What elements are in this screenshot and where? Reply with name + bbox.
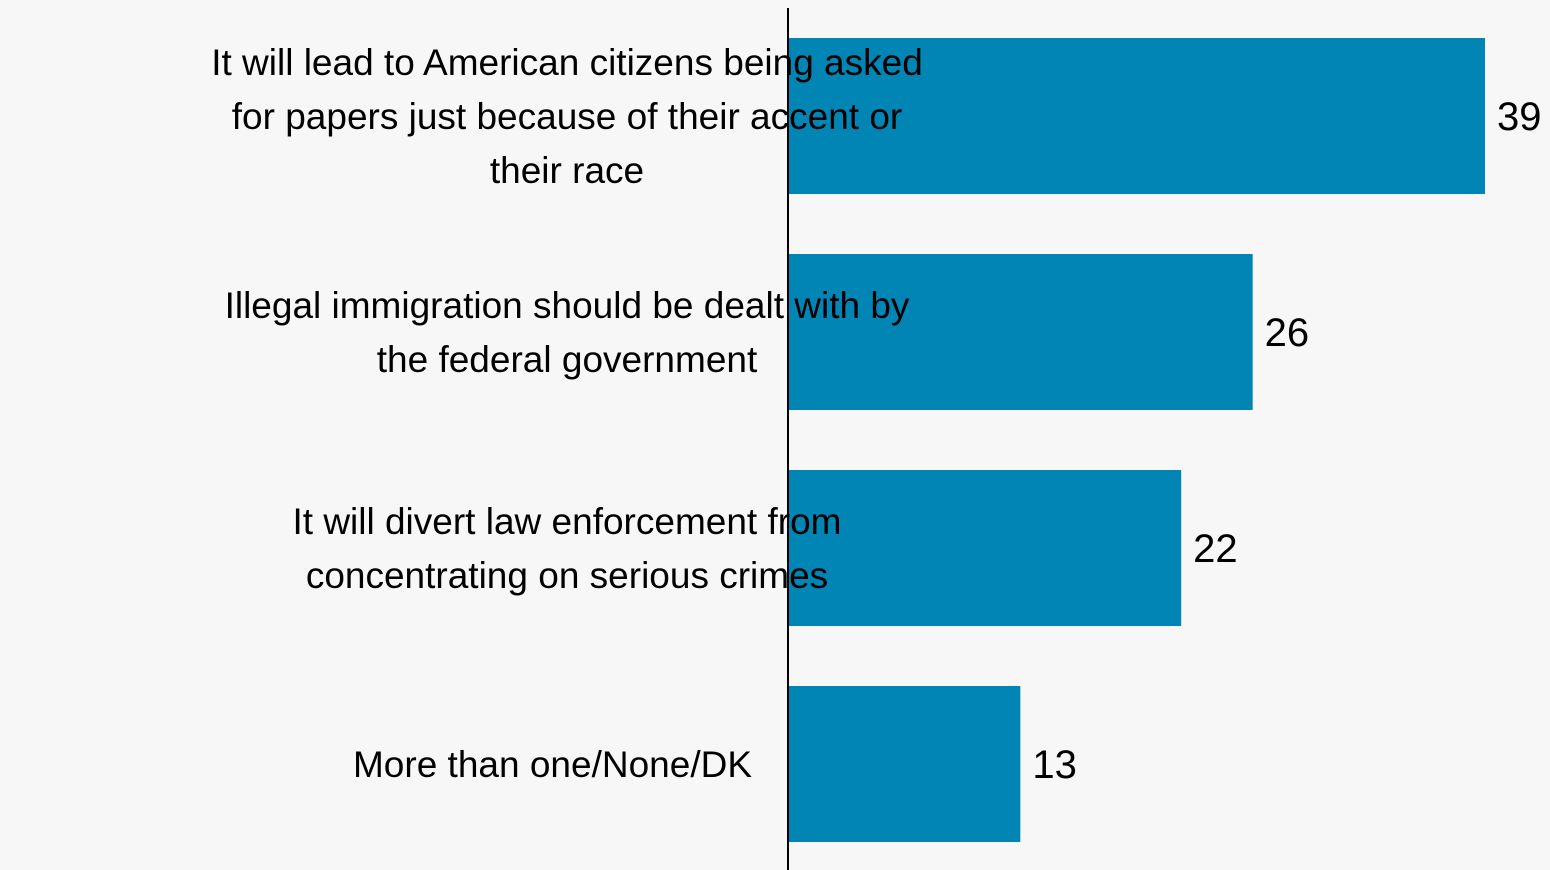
category-label-line: their race — [490, 150, 644, 191]
category-labels: It will lead to American citizens being … — [211, 42, 923, 785]
value-label-1: 39 — [1497, 95, 1542, 139]
category-label-1: It will lead to American citizens being … — [211, 42, 923, 191]
value-labels: 39 26 22 13 — [1032, 95, 1541, 787]
bar-4 — [788, 686, 1021, 842]
category-label-4: More than one/None/DK — [353, 744, 752, 785]
category-label-line: concentrating on serious crimes — [306, 555, 828, 596]
category-label-3: It will divert law enforcement from conce… — [292, 501, 841, 596]
category-label-line: It will lead to American citizens being … — [211, 42, 923, 83]
bars-layer — [788, 38, 1485, 842]
bar-1 — [788, 38, 1485, 194]
category-label-line: for papers just because of their accent … — [232, 96, 902, 137]
value-label-3: 22 — [1193, 527, 1238, 571]
category-label-line: Illegal immigration should be dealt with… — [225, 285, 910, 326]
category-label-line: More than one/None/DK — [353, 744, 752, 785]
category-label-2: Illegal immigration should be dealt with… — [225, 285, 910, 380]
value-label-4: 13 — [1032, 743, 1077, 787]
category-label-line: It will divert law enforcement from — [292, 501, 841, 542]
value-label-2: 26 — [1265, 311, 1310, 355]
category-label-line: the federal government — [377, 339, 758, 380]
bar-2 — [788, 254, 1253, 410]
bar-3 — [788, 470, 1182, 626]
